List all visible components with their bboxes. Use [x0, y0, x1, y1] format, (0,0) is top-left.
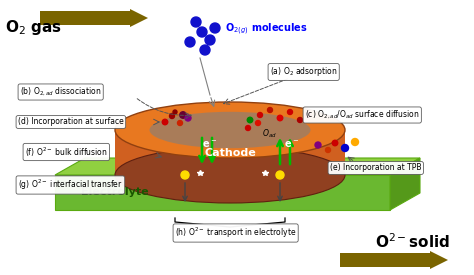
Text: O$_{ad}$: O$_{ad}$ [262, 127, 277, 139]
Circle shape [246, 125, 250, 131]
Text: e$^-$: e$^-$ [202, 139, 218, 150]
Circle shape [173, 110, 177, 114]
Text: (a) O$_2$ adsorption: (a) O$_2$ adsorption [270, 65, 337, 78]
Text: (c) O$_{2,ad}$/O$_{ad}$ surface diffusion: (c) O$_{2,ad}$/O$_{ad}$ surface diffusio… [305, 109, 419, 121]
Circle shape [267, 108, 273, 112]
Circle shape [315, 142, 321, 148]
Circle shape [326, 147, 330, 153]
Text: (f) O$^{2-}$ bulk diffusion: (f) O$^{2-}$ bulk diffusion [25, 145, 108, 159]
Circle shape [288, 109, 292, 114]
Circle shape [352, 139, 358, 145]
Circle shape [180, 112, 186, 118]
Circle shape [205, 35, 215, 45]
Circle shape [191, 17, 201, 27]
Text: (b) O$_{2,ad}$ dissociation: (b) O$_{2,ad}$ dissociation [20, 86, 101, 98]
Polygon shape [390, 158, 420, 210]
Text: O$_2$ gas: O$_2$ gas [5, 18, 62, 37]
Text: (h) O$^{2-}$ transport in electrolyte: (h) O$^{2-}$ transport in electrolyte [175, 226, 296, 240]
Circle shape [210, 23, 220, 33]
Circle shape [177, 120, 182, 125]
FancyArrow shape [340, 251, 448, 269]
Circle shape [185, 115, 191, 121]
FancyArrow shape [40, 9, 148, 27]
Text: O$^{2-}$solid: O$^{2-}$solid [375, 232, 450, 251]
Circle shape [170, 114, 174, 119]
Circle shape [276, 171, 284, 179]
Text: e$^-$: e$^-$ [284, 139, 300, 150]
Text: O$_{2(g)}$ molecules: O$_{2(g)}$ molecules [225, 22, 308, 37]
Text: (g) O$^{2-}$ interfacial transfer: (g) O$^{2-}$ interfacial transfer [18, 178, 123, 192]
Polygon shape [55, 175, 390, 210]
Ellipse shape [115, 102, 345, 158]
Polygon shape [55, 158, 420, 175]
Circle shape [247, 117, 253, 123]
Circle shape [185, 37, 195, 47]
Circle shape [257, 112, 263, 117]
Circle shape [162, 119, 168, 125]
Circle shape [298, 117, 302, 122]
Circle shape [332, 140, 338, 146]
Ellipse shape [149, 112, 310, 148]
Circle shape [200, 45, 210, 55]
Circle shape [255, 120, 261, 125]
Circle shape [341, 144, 348, 152]
Polygon shape [115, 130, 345, 175]
Circle shape [181, 171, 189, 179]
Circle shape [306, 112, 310, 117]
Ellipse shape [115, 147, 345, 203]
Text: Electrolyte: Electrolyte [81, 187, 149, 197]
Text: Cathode: Cathode [204, 147, 256, 158]
Text: (e) Incorporation at TPB: (e) Incorporation at TPB [330, 164, 421, 172]
Text: (d) Incorporation at surface: (d) Incorporation at surface [18, 117, 124, 126]
Circle shape [197, 27, 207, 37]
Circle shape [277, 115, 283, 121]
